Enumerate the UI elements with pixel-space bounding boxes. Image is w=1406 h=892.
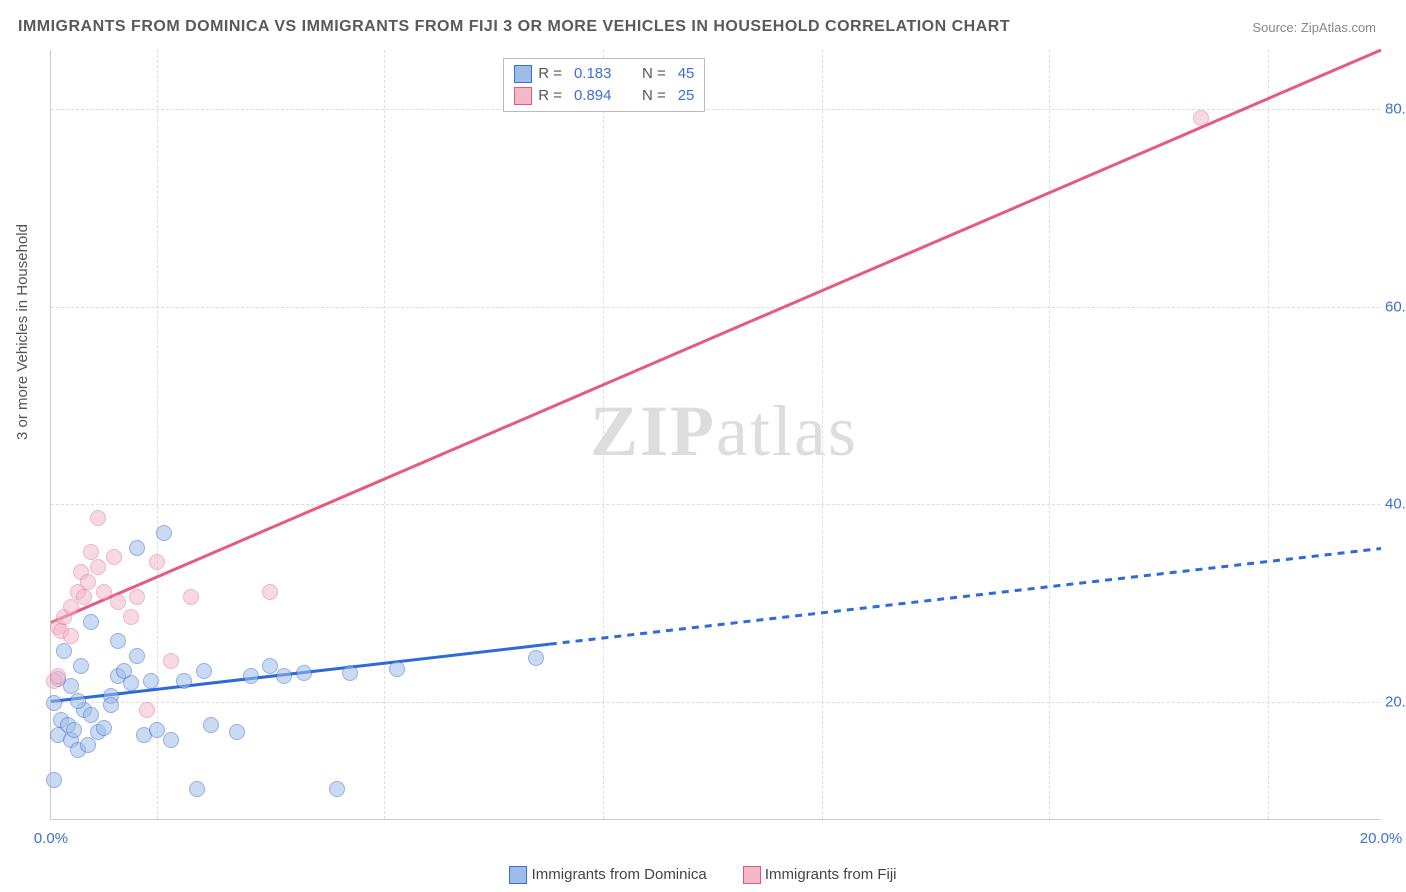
legend-swatch [743,866,761,884]
y-tick-label: 20.0% [1385,693,1406,710]
scatter-point-dominica [46,695,62,711]
legend-label: Immigrants from Fiji [765,866,897,883]
scatter-point-dominica [143,673,159,689]
plot-area: 20.0%40.0%60.0%80.0%0.0%20.0%R =0.183N =… [50,50,1380,820]
scatter-point-dominica [389,661,405,677]
scatter-point-dominica [189,781,205,797]
trendline-fiji [51,50,1381,623]
scatter-point-dominica [229,724,245,740]
scatter-point-fiji [183,589,199,605]
scatter-point-fiji [262,584,278,600]
legend-stats-row: R =0.183N =45 [514,63,694,85]
scatter-point-dominica [196,663,212,679]
x-tick-label: 0.0% [34,830,68,847]
x-tick-label: 20.0% [1360,830,1403,847]
scatter-point-fiji [149,554,165,570]
y-tick-label: 40.0% [1385,496,1406,513]
scatter-point-fiji [163,653,179,669]
legend-swatch [509,866,527,884]
scatter-point-dominica [528,650,544,666]
scatter-point-dominica [96,720,112,736]
scatter-point-dominica [56,643,72,659]
scatter-point-fiji [110,594,126,610]
scatter-point-dominica [276,668,292,684]
legend-label: Immigrants from Dominica [532,866,707,883]
scatter-point-dominica [129,540,145,556]
scatter-point-fiji [129,589,145,605]
scatter-point-dominica [163,732,179,748]
scatter-point-dominica [73,658,89,674]
chart-title: IMMIGRANTS FROM DOMINICA VS IMMIGRANTS F… [18,18,1010,36]
scatter-point-dominica [129,648,145,664]
scatter-point-dominica [66,722,82,738]
scatter-point-fiji [50,668,66,684]
y-tick-label: 60.0% [1385,298,1406,315]
scatter-point-fiji [90,510,106,526]
legend-swatch [514,87,532,105]
scatter-point-dominica [176,673,192,689]
scatter-point-dominica [83,707,99,723]
scatter-point-dominica [156,525,172,541]
source-label: Source: ZipAtlas.com [1252,20,1376,35]
scatter-point-dominica [329,781,345,797]
scatter-point-dominica [203,717,219,733]
legend-stats-row: R =0.894N =25 [514,85,694,107]
scatter-point-fiji [80,574,96,590]
y-tick-label: 80.0% [1385,101,1406,118]
scatter-point-dominica [262,658,278,674]
y-axis-label: 3 or more Vehicles in Household [14,224,31,440]
scatter-point-dominica [243,668,259,684]
scatter-point-dominica [296,665,312,681]
legend-item: Immigrants from Fiji [743,866,897,883]
scatter-point-fiji [76,589,92,605]
scatter-point-fiji [123,609,139,625]
trend-layer [51,50,1380,819]
scatter-point-dominica [116,663,132,679]
scatter-point-fiji [106,549,122,565]
scatter-point-dominica [110,633,126,649]
legend-bottom: Immigrants from Dominica Immigrants from… [0,866,1406,884]
scatter-point-fiji [90,559,106,575]
scatter-point-fiji [63,628,79,644]
scatter-point-dominica [342,665,358,681]
legend-stats: R =0.183N =45R =0.894N =25 [503,58,705,112]
scatter-point-fiji [1193,110,1209,126]
scatter-point-dominica [70,693,86,709]
scatter-point-fiji [83,544,99,560]
scatter-point-dominica [83,614,99,630]
scatter-point-dominica [46,772,62,788]
scatter-point-dominica [103,697,119,713]
legend-swatch [514,65,532,83]
trendline-dominica [550,549,1381,645]
scatter-point-fiji [139,702,155,718]
legend-item: Immigrants from Dominica [509,866,706,883]
